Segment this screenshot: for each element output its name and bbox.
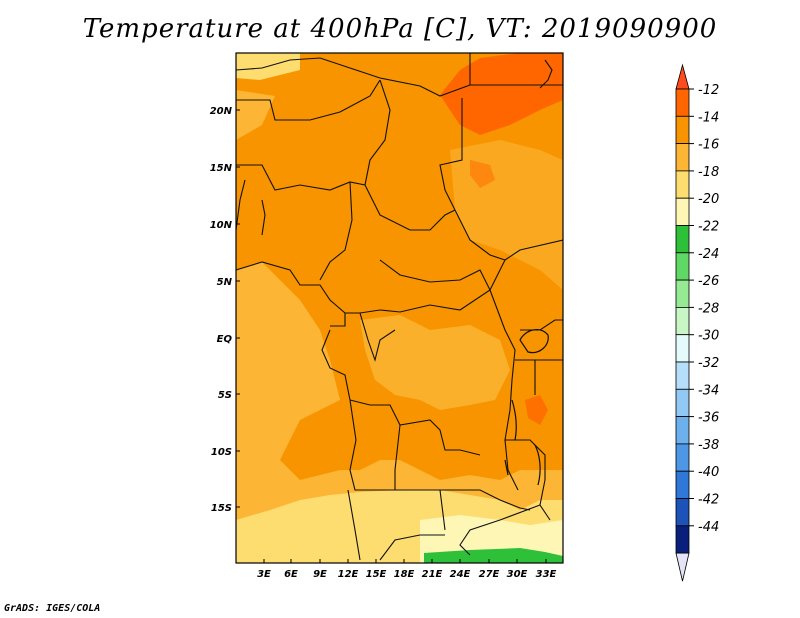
grads-credit: GrADS: IGES/COLA: [4, 603, 101, 614]
latitude-axis: 20N 15N 10N 5N EQ 5S 10S 15S: [210, 106, 240, 514]
lat-tick-label: EQ: [217, 334, 233, 345]
colorbar-under-arrow: [675, 552, 690, 582]
lon-tick-label: 6E: [284, 569, 298, 580]
lon-tick-label: 12E: [338, 569, 359, 580]
colorbar-label: -16: [698, 138, 719, 153]
colorbar: -12 -14 -16 -18 -20 -22 -24 -26 -28 -30 -32 -34 -36 -…: [675, 63, 719, 582]
colorbar-label: -40: [698, 465, 719, 480]
lat-tick-label: 5S: [218, 390, 232, 401]
colorbar-swatch: [675, 361, 690, 390]
colorbar-swatch: [675, 334, 690, 363]
colorbar-swatch: [675, 143, 690, 172]
colorbar-swatch: [675, 252, 690, 281]
colorbar-label: -42: [698, 493, 719, 508]
colorbar-label: -26: [698, 274, 719, 289]
colorbar-label: -28: [698, 301, 719, 316]
colorbar-label: -38: [698, 438, 719, 453]
colorbar-swatch: [675, 525, 690, 554]
lon-tick-label: 15E: [366, 569, 387, 580]
lon-tick-label: 21E: [422, 569, 443, 580]
colorbar-label: -20: [698, 192, 719, 207]
country-borders: [236, 53, 563, 561]
colorbar-swatch: [675, 306, 690, 336]
colorbar-swatch: [675, 197, 690, 226]
lon-tick-label: 24E: [450, 569, 471, 580]
colorbar-label: -44: [698, 520, 719, 535]
colorbar-swatch: [675, 279, 690, 308]
colorbar-swatch: [675, 443, 690, 472]
colorbar-swatch: [675, 225, 690, 254]
lon-tick-label: 18E: [394, 569, 415, 580]
lat-tick-label: 5N: [217, 277, 233, 288]
lon-tick-label: 30E: [507, 569, 528, 580]
colorbar-swatch: [675, 498, 690, 527]
colorbar-swatch: [675, 388, 690, 417]
colorbar-label: -14: [698, 110, 719, 125]
lakes: [504, 328, 549, 486]
lon-tick-label: 33E: [536, 569, 557, 580]
colorbar-label: -30: [698, 329, 719, 344]
colorbar-label: -24: [698, 247, 719, 262]
colorbar-swatch: [675, 170, 690, 199]
colorbar-swatch: [675, 416, 690, 445]
plot-frame: [235, 52, 564, 564]
colorbar-label: -34: [698, 383, 719, 398]
colorbar-label: -18: [698, 165, 719, 180]
longitude-axis: 3E 6E 9E 12E 15E 18E 21E 24E 27E 30E 33E: [257, 559, 557, 580]
lat-tick-label: 20N: [210, 106, 233, 117]
lon-tick-label: 9E: [313, 569, 327, 580]
colorbar-swatch: [675, 470, 690, 499]
colorbar-label: -32: [698, 356, 719, 371]
map-title: Temperature at 400hPa [C], VT: 201909090…: [82, 14, 718, 44]
lat-tick-label: 15S: [211, 503, 232, 514]
lat-tick-label: 10N: [210, 220, 233, 231]
colorbar-swatch: [675, 115, 690, 145]
lon-tick-label: 27E: [479, 569, 500, 580]
lat-tick-label: 10S: [211, 447, 232, 458]
colorbar-label: -36: [698, 411, 719, 426]
colorbar-label: -12: [698, 83, 719, 98]
temperature-field: [236, 53, 563, 563]
colorbar-label: -22: [698, 220, 719, 235]
lat-tick-label: 15N: [210, 163, 233, 174]
colorbar-over-arrow: [675, 63, 690, 90]
colorbar-swatch: [675, 88, 690, 117]
lon-tick-label: 3E: [257, 569, 271, 580]
